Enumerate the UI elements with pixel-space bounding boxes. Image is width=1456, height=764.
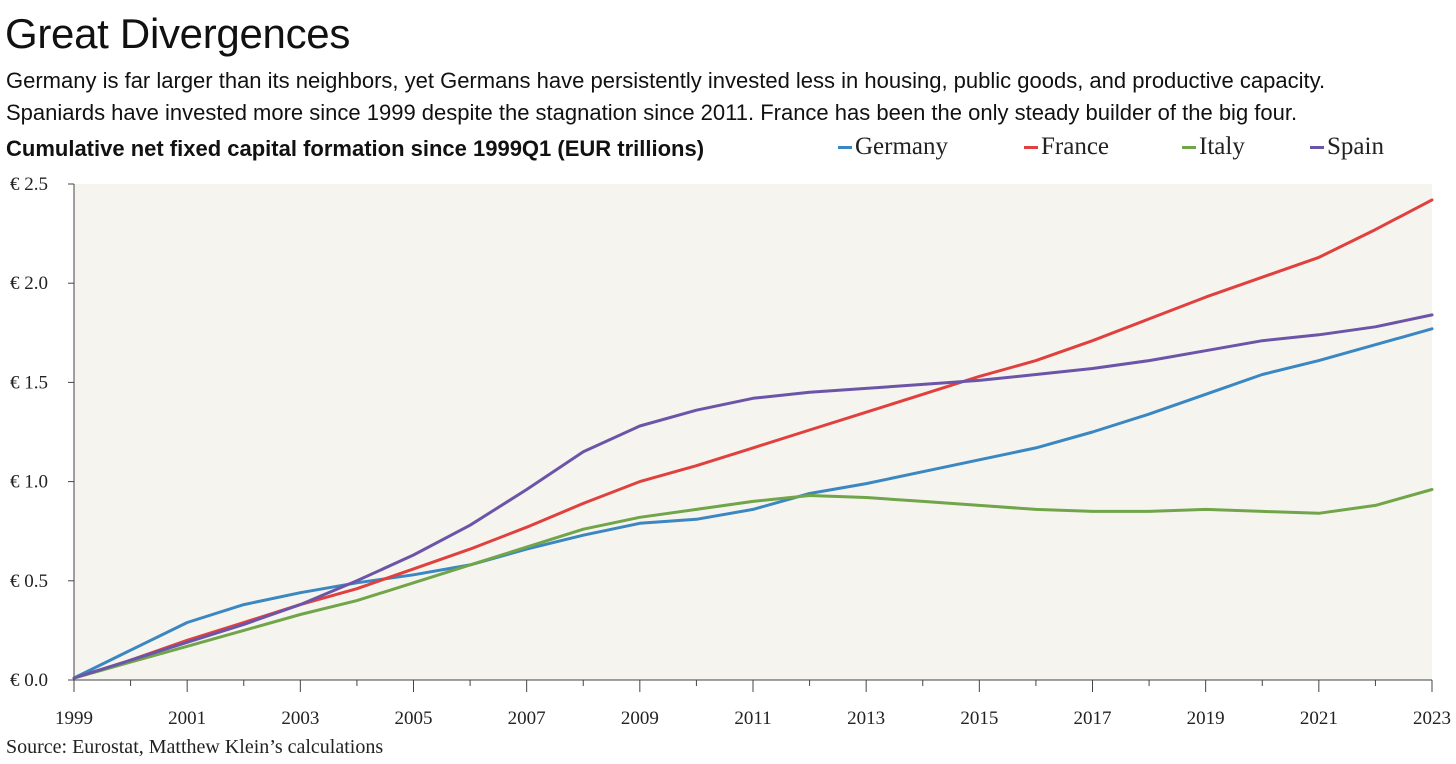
- y-tick-label: € 2.5: [10, 174, 48, 195]
- x-axis: 1999 2001 2003 2005 2007 2009 2011 2013 2015 2017…: [55, 679, 1451, 729]
- y-tick-label: € 0.0: [10, 670, 48, 691]
- legend-label-germany: Germany: [855, 133, 949, 160]
- x-tick-label: 2015: [960, 708, 998, 729]
- chart-legend: Germany France Italy Spain: [838, 133, 1398, 163]
- x-tick-label: 2013: [847, 708, 885, 729]
- legend-swatch-italy: [1182, 145, 1196, 149]
- series-layer: [72, 198, 1434, 680]
- x-tick-label: 2023: [1413, 708, 1451, 729]
- subtitle-line-2: Spaniards have invested more since 1999 …: [6, 100, 1298, 125]
- chart-subtitle: Germany is far larger than its neighbors…: [6, 65, 1446, 129]
- x-tick-label: 2009: [621, 708, 659, 729]
- y-tick-label: € 1.5: [10, 372, 48, 393]
- legend-swatch-spain: [1310, 145, 1324, 149]
- x-tick-label: 2005: [395, 708, 433, 729]
- x-tick-label: 1999: [55, 708, 93, 729]
- subtitle-line-1: Germany is far larger than its neighbors…: [6, 68, 1326, 93]
- legend-swatch-germany: [838, 145, 852, 149]
- legend-item-france: France: [1024, 133, 1109, 161]
- x-tick-label: 2001: [168, 708, 206, 729]
- chart-data-title: Cumulative net fixed capital formation s…: [6, 136, 705, 161]
- legend-label-france: France: [1041, 133, 1110, 160]
- x-tick-label: 2011: [734, 708, 771, 729]
- y-tick-label: € 2.0: [10, 273, 48, 294]
- y-axis: € 0.0 € 0.5 € 1.0 € 1.5 € 2.0 € 2.5: [10, 174, 75, 691]
- legend-item-germany: Germany: [838, 133, 948, 161]
- y-tick-label: € 0.5: [10, 571, 48, 592]
- line-chart: € 0.0 € 0.5 € 1.0 € 1.5 € 2.0 € 2.5 1999 2001 2…: [10, 174, 1451, 729]
- x-tick-label: 2003: [281, 708, 319, 729]
- x-tick-label: 2017: [1074, 708, 1112, 729]
- chart-title: Great Divergences: [5, 10, 351, 57]
- plot-area: [74, 184, 1432, 680]
- source-note: Source: Eurostat, Matthew Klein’s calcul…: [6, 736, 384, 758]
- series-line-spain: [72, 313, 1434, 680]
- series-line-italy: [72, 488, 1434, 680]
- x-tick-label: 2019: [1187, 708, 1225, 729]
- series-line-germany: [72, 327, 1434, 680]
- legend-item-italy: Italy: [1182, 133, 1245, 161]
- legend-label-spain: Spain: [1327, 133, 1384, 160]
- y-tick-label: € 1.0: [10, 472, 48, 493]
- x-tick-label: 2021: [1300, 708, 1338, 729]
- x-tick-label: 2007: [508, 708, 546, 729]
- legend-swatch-france: [1024, 145, 1038, 149]
- legend-item-spain: Spain: [1310, 133, 1384, 161]
- legend-label-italy: Italy: [1199, 133, 1245, 160]
